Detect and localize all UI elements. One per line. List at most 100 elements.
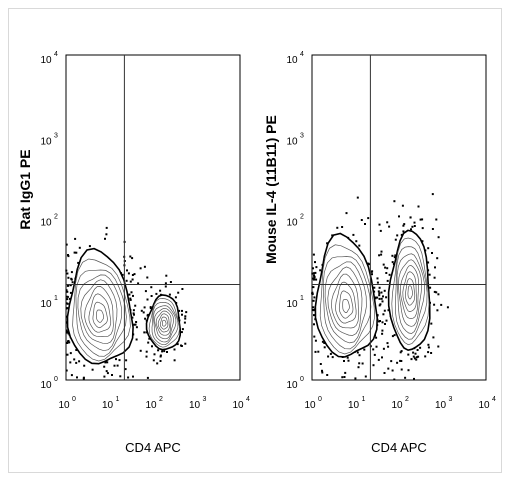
event-dot bbox=[407, 369, 410, 372]
event-dot bbox=[427, 247, 430, 250]
y-tick-exponent: 4 bbox=[300, 51, 304, 58]
event-dot bbox=[75, 349, 78, 351]
event-dot bbox=[164, 285, 167, 288]
event-dot bbox=[346, 356, 349, 359]
event-dot bbox=[70, 277, 73, 280]
contour-line bbox=[75, 269, 127, 357]
event-dot bbox=[180, 331, 183, 334]
event-dot bbox=[184, 315, 187, 318]
event-dot bbox=[180, 344, 182, 347]
event-dot bbox=[177, 291, 180, 294]
event-dot bbox=[394, 254, 397, 257]
event-dot bbox=[69, 361, 72, 364]
contour-line bbox=[151, 301, 179, 346]
x-tick-label: 10 bbox=[348, 400, 360, 411]
event-dot bbox=[321, 369, 323, 372]
event-dot bbox=[427, 343, 430, 346]
event-dot bbox=[131, 316, 134, 319]
event-dot bbox=[66, 353, 69, 356]
event-dot bbox=[152, 359, 155, 362]
event-dot bbox=[396, 361, 399, 364]
event-dot bbox=[315, 266, 318, 269]
contour-line bbox=[88, 293, 112, 333]
event-dot bbox=[75, 361, 78, 364]
contour-line bbox=[155, 310, 172, 336]
x-tick-exponent: 3 bbox=[449, 396, 453, 403]
y-tick-label: 10 bbox=[286, 136, 298, 147]
event-dot bbox=[413, 221, 416, 224]
event-dot bbox=[130, 291, 133, 294]
event-dot bbox=[364, 223, 366, 225]
event-dot bbox=[381, 321, 384, 324]
event-dot bbox=[432, 336, 435, 339]
event-dot bbox=[404, 376, 407, 379]
event-dot bbox=[358, 354, 361, 357]
y-tick-exponent: 3 bbox=[54, 132, 58, 139]
event-dot bbox=[374, 297, 377, 300]
event-dot bbox=[315, 278, 318, 281]
event-dot bbox=[144, 317, 147, 320]
event-dot bbox=[65, 302, 68, 305]
event-dot bbox=[133, 273, 136, 276]
event-dot bbox=[164, 282, 167, 285]
event-dot bbox=[413, 225, 416, 227]
event-dot bbox=[67, 254, 69, 256]
event-dot bbox=[329, 352, 332, 355]
event-dot bbox=[323, 346, 326, 349]
y-tick-exponent: 2 bbox=[300, 214, 304, 221]
event-dot bbox=[398, 215, 400, 218]
y-axis-title: Rat IgG1 PE bbox=[17, 149, 33, 229]
event-dot bbox=[344, 371, 347, 374]
event-dot bbox=[358, 244, 361, 247]
event-dot bbox=[393, 378, 396, 381]
contour-line bbox=[387, 229, 431, 352]
event-dot bbox=[399, 359, 402, 362]
x-tick-exponent: 2 bbox=[159, 396, 163, 403]
event-dot bbox=[106, 361, 109, 364]
event-dot bbox=[66, 331, 69, 334]
contour-line bbox=[154, 307, 174, 340]
contour-line bbox=[398, 259, 423, 327]
event-dot bbox=[105, 233, 108, 236]
event-dot bbox=[379, 320, 381, 322]
event-dot bbox=[134, 323, 137, 326]
event-dot bbox=[313, 314, 315, 317]
event-dot bbox=[323, 342, 326, 344]
event-dot bbox=[147, 341, 150, 344]
event-dot bbox=[119, 375, 122, 378]
event-dot bbox=[132, 312, 135, 315]
event-dot bbox=[313, 335, 316, 338]
event-dot bbox=[341, 226, 344, 228]
x-tick-exponent: 0 bbox=[72, 396, 76, 403]
event-dot bbox=[129, 280, 132, 283]
event-dot bbox=[65, 329, 68, 332]
event-dot bbox=[319, 269, 322, 272]
event-dot bbox=[378, 297, 381, 300]
contour-line bbox=[92, 301, 108, 329]
event-dot bbox=[127, 376, 130, 379]
contour-line bbox=[396, 253, 425, 334]
event-dot bbox=[66, 342, 69, 344]
contour-line bbox=[314, 232, 379, 358]
x-tick-label: 10 bbox=[478, 400, 490, 411]
event-dot bbox=[134, 304, 137, 307]
event-dot bbox=[124, 368, 127, 371]
x-tick-label: 10 bbox=[391, 400, 403, 411]
event-dot bbox=[352, 233, 355, 236]
contour-line bbox=[338, 290, 354, 319]
event-dot bbox=[343, 376, 346, 378]
event-dot bbox=[151, 345, 153, 348]
event-dot bbox=[391, 254, 394, 257]
event-dot bbox=[67, 276, 70, 279]
event-dot bbox=[388, 225, 391, 228]
event-dot bbox=[381, 300, 384, 303]
y-axis-title: Mouse IL-4 (11B11) PE bbox=[263, 115, 279, 264]
event-dot bbox=[183, 321, 186, 324]
x-tick-exponent: 0 bbox=[318, 396, 322, 403]
event-dot bbox=[384, 266, 387, 269]
event-dot bbox=[400, 350, 403, 353]
y-tick-label: 10 bbox=[40, 299, 52, 310]
event-dot bbox=[355, 240, 358, 243]
contour-line bbox=[395, 246, 428, 340]
